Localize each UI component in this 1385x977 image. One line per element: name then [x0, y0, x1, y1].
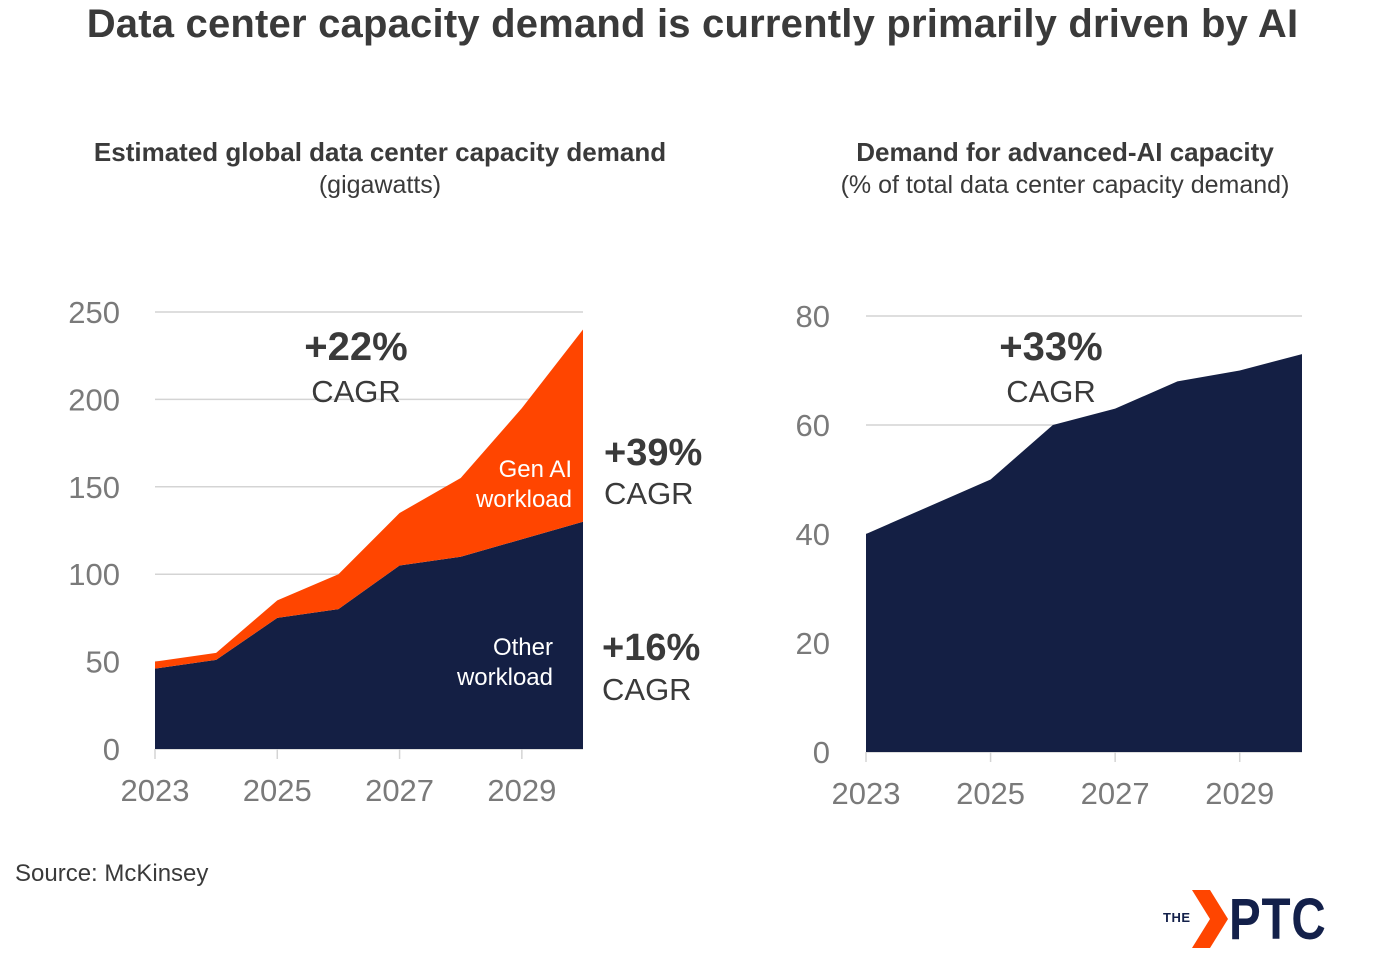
area-series-1 [155, 521, 583, 749]
page-title: Data center capacity demand is currently… [86, 2, 1299, 46]
x-tick-label: 2029 [487, 773, 556, 808]
cagr-other-label: CAGR [602, 672, 692, 707]
x-tick-label: 2025 [243, 773, 312, 808]
y-tick-label: 20 [796, 626, 830, 661]
x-tick-label: 2023 [121, 773, 190, 808]
chevron-logo-icon [1192, 890, 1228, 948]
y-tick-label: 60 [796, 408, 830, 443]
y-tick-label: 250 [68, 295, 120, 330]
x-tick-label: 2023 [832, 776, 901, 811]
y-tick-label: 50 [86, 645, 120, 680]
cagr-ai-share-label: CAGR [1006, 374, 1096, 409]
y-tick-label: 80 [796, 299, 830, 334]
series-label-genai-line1: Gen AI [499, 456, 572, 483]
cagr-other-value: +16% [602, 627, 700, 669]
x-tick-label: 2029 [1205, 776, 1274, 811]
cagr-ai-share-value: +33% [999, 325, 1102, 369]
logo-the-text: THE [1163, 910, 1191, 925]
y-tick-label: 200 [68, 382, 120, 417]
y-tick-label: 150 [68, 470, 120, 505]
right-chart-title: Demand for advanced-AI capacity [856, 137, 1274, 167]
series-label-other-line1: Other [493, 634, 553, 661]
y-tick-label: 0 [103, 732, 120, 767]
cagr-genai-value: +39% [604, 432, 702, 474]
x-tick-label: 2027 [365, 773, 434, 808]
cagr-total-value: +22% [304, 325, 407, 369]
logo-ptc-text: PTC [1229, 887, 1327, 952]
right-chart-subtitle: (% of total data center capacity demand) [840, 171, 1290, 199]
x-tick-label: 2027 [1081, 776, 1150, 811]
x-tick-label: 2025 [956, 776, 1025, 811]
cagr-genai-label: CAGR [604, 476, 694, 511]
y-tick-label: 100 [68, 557, 120, 592]
y-tick-label: 0 [813, 735, 830, 770]
ptc-logo: THE PTC [1160, 887, 1360, 952]
y-tick-label: 40 [796, 517, 830, 552]
area-series-2 [155, 329, 583, 669]
left-chart-subtitle: (gigawatts) [318, 171, 442, 199]
source-note: Source: McKinsey [15, 860, 209, 887]
cagr-total-label: CAGR [311, 374, 401, 409]
left-chart-title: Estimated global data center capacity de… [93, 137, 667, 167]
series-label-genai-line2: workload [475, 486, 572, 513]
series-label-other-line2: workload [456, 664, 553, 691]
area-series-1 [866, 354, 1302, 752]
